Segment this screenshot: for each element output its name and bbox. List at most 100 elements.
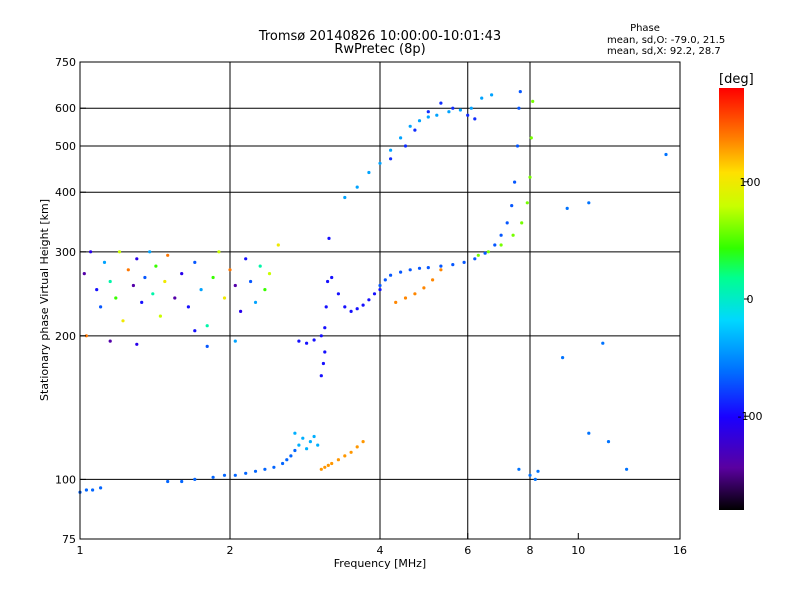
data-point — [394, 300, 398, 304]
data-point — [131, 283, 135, 288]
data-point — [435, 113, 439, 117]
y-tick-label: 400 — [55, 186, 76, 199]
data-point — [148, 250, 152, 254]
data-point — [447, 110, 451, 114]
data-point — [389, 273, 393, 277]
data-point — [473, 257, 477, 261]
data-point — [267, 272, 272, 276]
data-point — [166, 253, 170, 257]
data-point — [399, 136, 403, 140]
phase-stats-heading: Phase — [630, 23, 660, 34]
data-point — [533, 477, 537, 481]
data-point — [606, 440, 611, 444]
data-point — [297, 339, 301, 343]
data-point — [305, 447, 309, 451]
data-point — [308, 440, 312, 444]
data-point — [263, 467, 267, 471]
data-point — [297, 443, 301, 447]
data-point — [403, 144, 408, 148]
data-point — [510, 204, 514, 208]
data-point — [565, 206, 569, 210]
phase-stats-o: mean, sd,O: -79.0, 21.5 — [607, 35, 725, 46]
data-point — [126, 268, 130, 272]
data-point — [417, 266, 422, 270]
data-point — [367, 298, 371, 302]
chart-subtitle: RwPretec (8p) — [334, 42, 425, 57]
data-point — [102, 260, 107, 264]
data-point — [413, 128, 417, 132]
data-point — [469, 106, 473, 110]
phase-stats-x: mean, sd,X: 92.2, 28.7 — [607, 46, 721, 57]
data-point — [84, 334, 88, 338]
data-point — [244, 257, 248, 261]
data-point — [515, 144, 520, 148]
data-point — [293, 448, 297, 453]
data-point — [431, 278, 435, 282]
data-point — [323, 465, 327, 469]
data-point — [108, 339, 112, 343]
data-point — [99, 305, 103, 309]
data-point — [326, 279, 330, 284]
colorbar-tick-label: 100 — [740, 176, 761, 189]
data-point — [272, 465, 276, 469]
data-point — [422, 286, 426, 290]
data-point — [293, 431, 297, 435]
data-point — [466, 113, 470, 117]
x-tick-label: 4 — [377, 544, 384, 557]
data-point — [316, 443, 320, 447]
data-point — [439, 264, 443, 268]
data-point — [186, 305, 190, 309]
data-point — [528, 473, 532, 477]
data-point — [114, 296, 118, 300]
data-point — [389, 157, 393, 161]
data-point — [121, 319, 125, 323]
data-point — [84, 488, 88, 492]
x-axis-label: Frequency [MHz] — [334, 557, 426, 570]
data-point — [343, 454, 347, 458]
data-point — [321, 361, 325, 366]
data-point — [140, 300, 144, 304]
data-point — [499, 243, 503, 247]
data-point — [426, 115, 430, 119]
data-point — [355, 445, 359, 449]
data-point — [517, 467, 521, 471]
data-point — [525, 201, 529, 205]
colorbar-label: [deg] — [719, 72, 754, 87]
data-point — [561, 356, 565, 360]
data-point — [511, 233, 515, 237]
data-point — [217, 250, 221, 254]
data-point — [520, 221, 524, 225]
data-point — [408, 268, 412, 272]
data-point — [458, 108, 462, 112]
colorbar-ticks: 100 0 -100 — [738, 176, 763, 423]
data-point — [505, 221, 509, 225]
data-point — [82, 272, 86, 276]
data-point — [513, 180, 517, 184]
data-point — [301, 436, 305, 440]
data-point — [403, 296, 408, 300]
data-point — [324, 305, 328, 309]
data-point — [486, 250, 490, 254]
data-point — [480, 96, 484, 100]
data-point — [233, 473, 237, 477]
data-point — [258, 264, 262, 268]
data-point — [349, 450, 353, 454]
data-point — [163, 279, 167, 284]
data-point — [173, 296, 177, 300]
data-point — [664, 152, 668, 157]
data-point — [327, 236, 331, 240]
data-point — [253, 300, 258, 304]
data-point — [326, 463, 330, 467]
data-point — [323, 350, 327, 354]
y-axis-label: Stationary phase Virtual Height [km] — [38, 199, 51, 401]
data-point — [249, 279, 253, 284]
data-point — [233, 339, 237, 343]
data-point — [601, 341, 605, 345]
data-point — [483, 251, 487, 255]
data-point — [108, 279, 112, 284]
data-point — [439, 101, 443, 105]
data-point — [378, 288, 382, 292]
data-point — [158, 314, 162, 318]
grid-lines — [80, 62, 680, 539]
data-point — [361, 440, 365, 444]
